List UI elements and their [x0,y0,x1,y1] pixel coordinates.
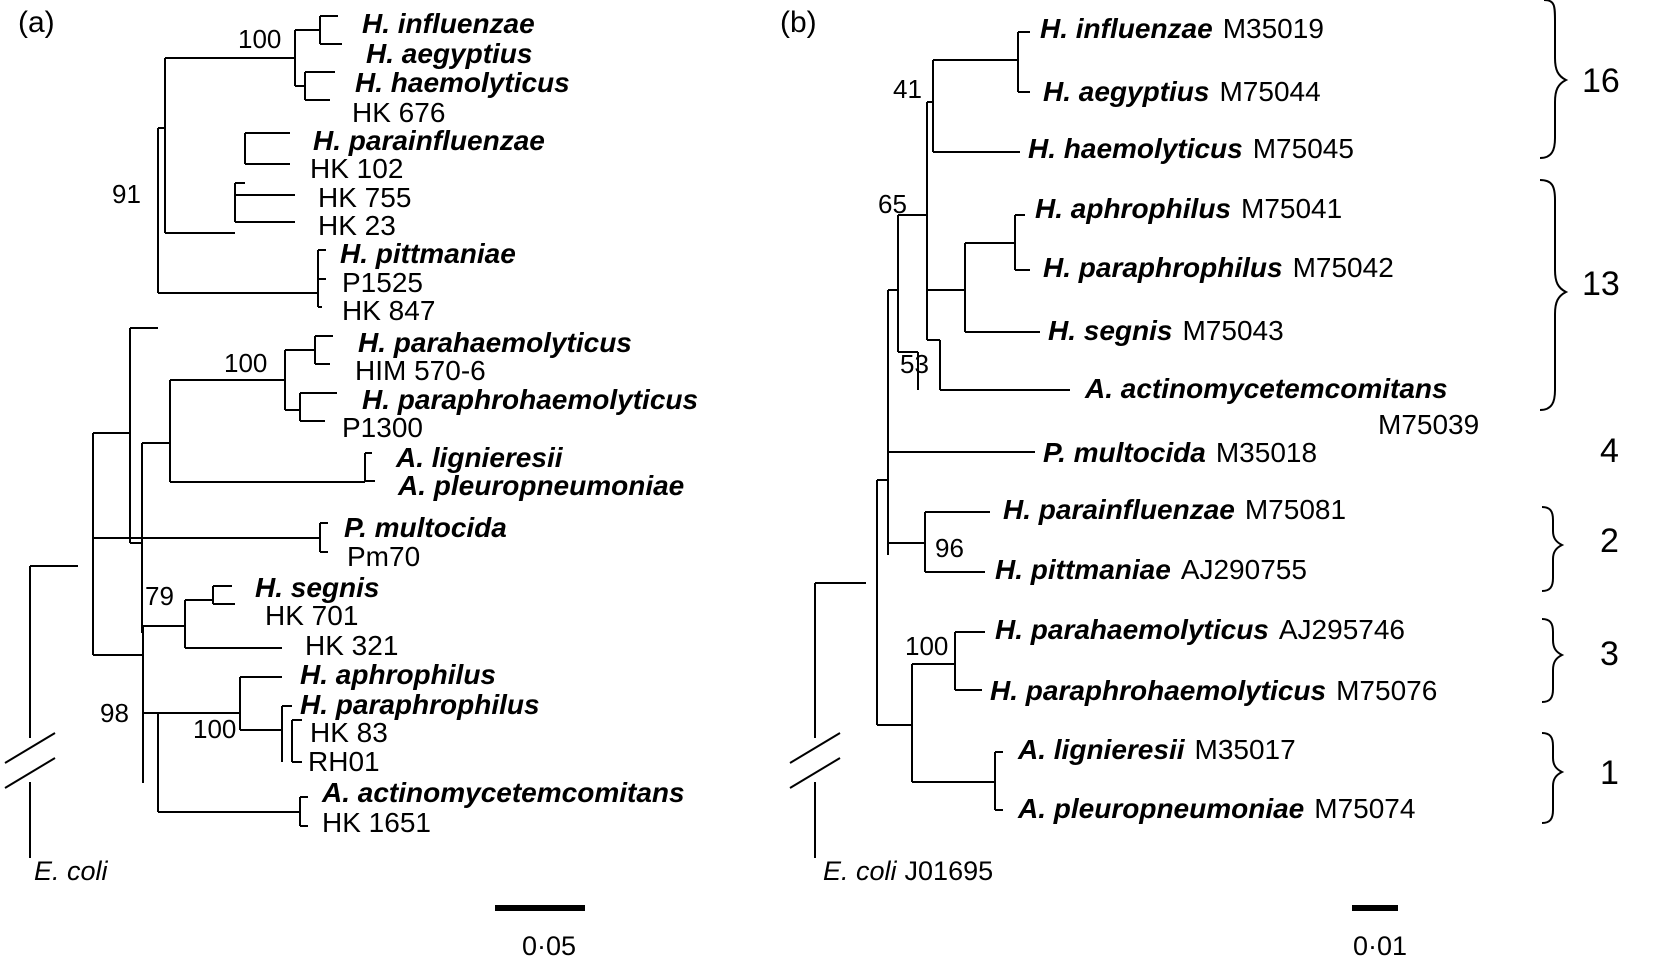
scale-bar-label: 0·01 [1353,931,1407,961]
taxon-label: H. paraphrophilus M75042 [1043,252,1394,283]
panel-b-root-label: E. coli J01695 [823,856,993,886]
scale-bar-label: 0·05 [522,931,576,961]
taxon-label: H. parahaemolyticus AJ295746 [995,614,1405,645]
taxon-label: M75039 [1378,409,1479,440]
panel-b-edges [789,31,1070,858]
taxon-label: H. influenzae [362,8,535,39]
bootstrap-value: 98 [100,698,129,728]
taxon-label: HK 83 [310,717,388,748]
taxon-label: HK 701 [265,600,358,631]
group-bracket [1541,732,1565,824]
taxon-label: HK 847 [342,295,435,326]
group-number: 16 [1582,62,1620,100]
taxon-label: H. aphrophilus M75041 [1035,193,1342,224]
taxon-label: H. influenzae M35019 [1040,13,1324,44]
bootstrap-value: 65 [878,189,907,219]
group-bracket [1541,618,1565,703]
taxon-label: Pm70 [347,541,420,572]
taxon-label: P1300 [342,412,423,443]
taxon-label: A. lignieresii [395,442,564,473]
group-bracket [1539,0,1569,159]
taxon-label: H. aegyptius M75044 [1043,76,1321,107]
group-bracket [1539,179,1569,411]
bootstrap-value: 100 [193,714,236,744]
taxon-label: H. paraphrophilus [300,689,540,720]
taxon-label: H. haemolyticus M75045 [1028,133,1354,164]
taxon-label: H. pittmaniae AJ290755 [995,554,1307,585]
bootstrap-value: 91 [112,179,141,209]
taxon-label: H. paraphrohaemolyticus M75076 [990,675,1437,706]
group-number: 2 [1600,522,1619,560]
panel-b: (b) [780,0,1620,961]
taxon-label: H. parahaemolyticus [358,327,632,358]
group-number: 13 [1582,265,1620,303]
group-bracket [1541,506,1565,592]
taxon-label: A. lignieresii M35017 [1017,734,1296,765]
panel-a-label: (a) [18,6,55,39]
panel-b-taxa: H. influenzae M35019 H. aegyptius M75044 H… [990,13,1479,824]
taxon-label: H. paraphrohaemolyticus [362,384,698,415]
panel-a-taxa: H. influenzae H. aegyptius H. haemolytic… [255,8,698,838]
taxon-label: H. segnis [255,572,379,603]
taxon-label: H. parainfluenzae M75081 [1003,494,1346,525]
taxon-label: HIM 570-6 [355,355,486,386]
taxon-label: H. pittmaniae [340,238,516,269]
panel-a: (a) [4,6,698,961]
taxon-label: A. actinomycetemcomitans [321,777,685,808]
bootstrap-value: 96 [935,533,964,563]
bootstrap-value: 41 [893,74,922,104]
panel-b-scale-bar: 0·01 [1352,905,1407,961]
group-number: 1 [1600,754,1619,792]
panel-b-group-brackets [1539,0,1569,824]
panel-a-scale-bar: 0·05 [495,905,585,961]
taxon-label: H. parainfluenzae [313,125,545,156]
panel-b-group-numbers: 16 13 4 2 3 1 [1582,62,1620,792]
bootstrap-value: 53 [900,349,929,379]
taxon-label: H. segnis M75043 [1048,315,1284,346]
taxon-label: A. pleuropneumoniae [397,470,684,501]
taxon-label: H. haemolyticus [355,67,570,98]
panel-a-edges [4,15,375,858]
bootstrap-value: 100 [905,631,948,661]
taxon-label: P. multocida M35018 [1043,437,1317,468]
bootstrap-value: 100 [238,24,281,54]
group-number: 4 [1600,432,1619,470]
taxon-label: P. multocida [344,512,507,543]
taxon-label: H. aegyptius [366,38,532,69]
taxon-label: HK 321 [305,630,398,661]
taxon-label: P1525 [342,267,423,298]
taxon-label: H. aphrophilus [300,659,496,690]
taxon-label: A. actinomycetemcomitans [1084,373,1448,404]
panel-b-label: (b) [780,6,817,39]
group-number: 3 [1600,635,1619,673]
taxon-label: A. pleuropneumoniae M75074 [1017,793,1415,824]
taxon-label: RH01 [308,746,380,777]
taxon-label: HK 1651 [322,807,431,838]
taxon-label: HK 23 [318,210,396,241]
bootstrap-value: 79 [145,581,174,611]
panel-b-bootstraps: 41 65 53 96 100 [878,74,964,661]
taxon-label: HK 676 [352,97,445,128]
bootstrap-value: 100 [224,348,267,378]
taxon-label: HK 755 [318,182,411,213]
panel-a-bootstraps: 100 91 100 79 98 100 [100,24,281,744]
taxon-label: HK 102 [310,153,403,184]
panel-a-root-label: E. coli [34,856,109,886]
